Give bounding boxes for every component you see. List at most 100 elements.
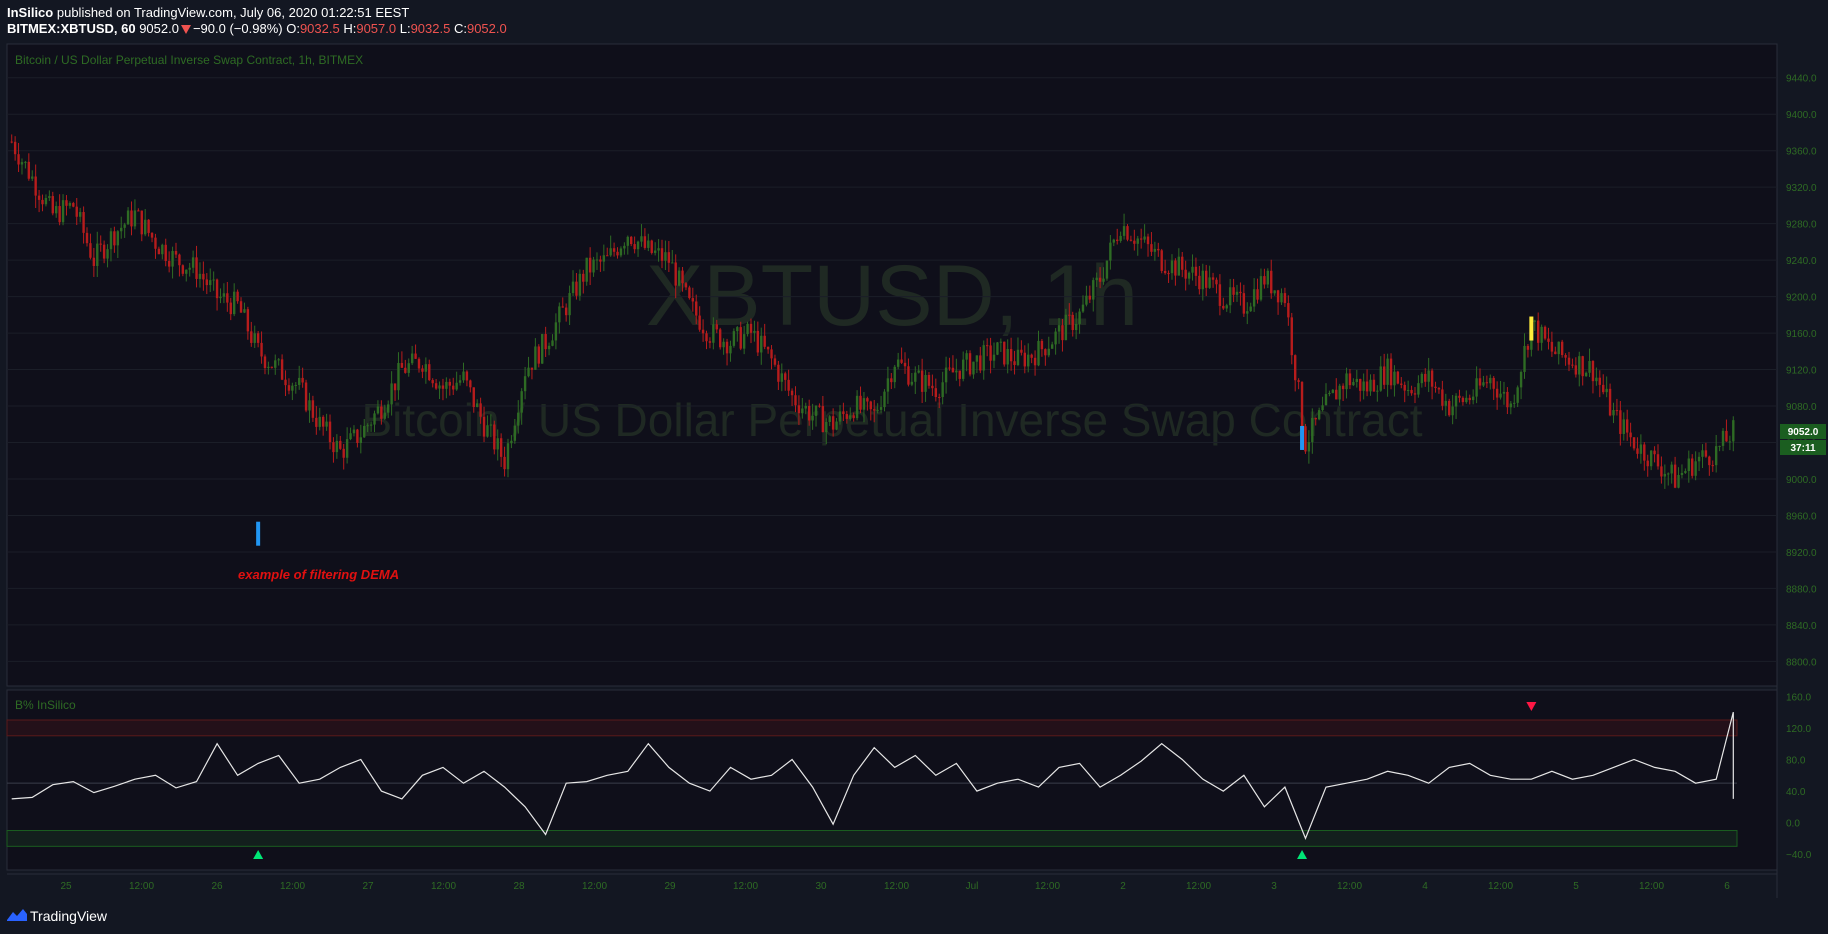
tradingview-logo-icon[interactable] [6, 908, 28, 922]
candle-body [1588, 360, 1591, 373]
candle-body [1013, 361, 1016, 366]
candle-body [1311, 417, 1314, 443]
candle-body [780, 373, 783, 382]
candle-body [855, 395, 859, 419]
price-tick-label: 9080.0 [1786, 402, 1817, 413]
candle-body [1543, 326, 1547, 339]
candle-body [893, 366, 896, 383]
candle-body [896, 359, 900, 367]
candle-body [1694, 461, 1697, 476]
candle-body [219, 296, 222, 299]
candle-body [256, 333, 260, 343]
candle-body [1602, 384, 1605, 393]
time-tick-label: 25 [60, 881, 72, 892]
candle-body [653, 250, 657, 253]
candle-body [1218, 284, 1222, 306]
candle-body [1537, 320, 1540, 343]
candle-body [120, 227, 123, 232]
candle-body [1461, 397, 1465, 403]
candle-body [1632, 437, 1636, 449]
candle-body [982, 345, 985, 371]
candle-body [790, 390, 794, 396]
candle-body [503, 456, 506, 470]
candle-body [1297, 380, 1300, 382]
author-name[interactable]: InSilico [7, 5, 54, 20]
candles[interactable] [10, 134, 1735, 546]
candle-body [486, 425, 489, 437]
candle-body [1105, 260, 1109, 279]
candle-body [903, 362, 907, 367]
candle-body [215, 279, 219, 299]
price-tick-label: 8840.0 [1786, 621, 1817, 632]
candle-body [1314, 417, 1317, 420]
time-tick-label: 28 [513, 881, 525, 892]
candle-body [1687, 458, 1690, 472]
candle-body [1300, 381, 1304, 427]
candle-body [123, 224, 126, 228]
candle-body [431, 380, 434, 384]
candle-body [311, 400, 315, 418]
candle-body [999, 341, 1003, 343]
candle-body [732, 331, 736, 346]
candle-body [972, 361, 975, 375]
low-value: 9032.5 [410, 21, 451, 36]
candle-body [1649, 450, 1653, 467]
candle-body [106, 249, 109, 259]
candle-body [1444, 400, 1447, 406]
candle-body [407, 363, 410, 373]
candle-body [195, 257, 198, 279]
candle-body [78, 212, 82, 217]
main-legend[interactable]: Bitcoin / US Dollar Perpetual Inverse Sw… [15, 53, 363, 67]
candle-body [1153, 248, 1157, 252]
candle-body [253, 333, 256, 343]
highlight-bar [1300, 425, 1305, 450]
candle-body [633, 244, 636, 250]
candle-body [996, 342, 999, 355]
candle-body [1133, 240, 1136, 244]
footer-brand[interactable]: TradingView [30, 908, 108, 924]
candle-body [1434, 386, 1437, 389]
symbol-name[interactable]: BITMEX:XBTUSD, 60 [7, 21, 136, 36]
candle-body [1382, 366, 1386, 385]
candle-body [890, 378, 893, 383]
candle-body [393, 383, 397, 391]
candle-body [65, 200, 68, 206]
candle-body [232, 291, 236, 315]
candle-body [301, 377, 304, 383]
indicator-tick-label: 80.0 [1786, 755, 1806, 766]
candle-body [1146, 236, 1150, 245]
upper-band [6, 719, 1738, 737]
candle-body [321, 416, 325, 427]
candle-body [1081, 304, 1085, 312]
candle-body [523, 376, 527, 392]
candle-body [736, 327, 739, 332]
candle-body [1222, 305, 1225, 309]
candle-body [965, 353, 968, 360]
candle-body [277, 359, 280, 361]
candle-body [1393, 371, 1396, 386]
highlight-bar [1529, 316, 1534, 341]
candle-body [373, 413, 376, 425]
candle-body [575, 281, 578, 296]
candle-body [1317, 410, 1321, 420]
candle-body [1211, 277, 1215, 280]
price-tick-label: 9000.0 [1786, 475, 1817, 486]
candle-body [1523, 345, 1526, 372]
candle-body [845, 414, 849, 419]
candle-body [48, 196, 51, 198]
candle-body [876, 409, 879, 411]
candle-body [866, 398, 869, 402]
candle-body [753, 330, 756, 333]
candle-body [421, 368, 424, 372]
indicator-legend[interactable]: B% InSilico [15, 698, 76, 712]
candle-body [804, 405, 807, 409]
candle-body [438, 385, 441, 389]
candle-body [1129, 239, 1133, 241]
candle-body [1513, 402, 1516, 404]
candle-body [315, 417, 318, 427]
candle-body [1451, 406, 1454, 416]
candle-body [1684, 471, 1687, 473]
candle-body [1519, 371, 1523, 388]
candle-body [879, 407, 883, 410]
